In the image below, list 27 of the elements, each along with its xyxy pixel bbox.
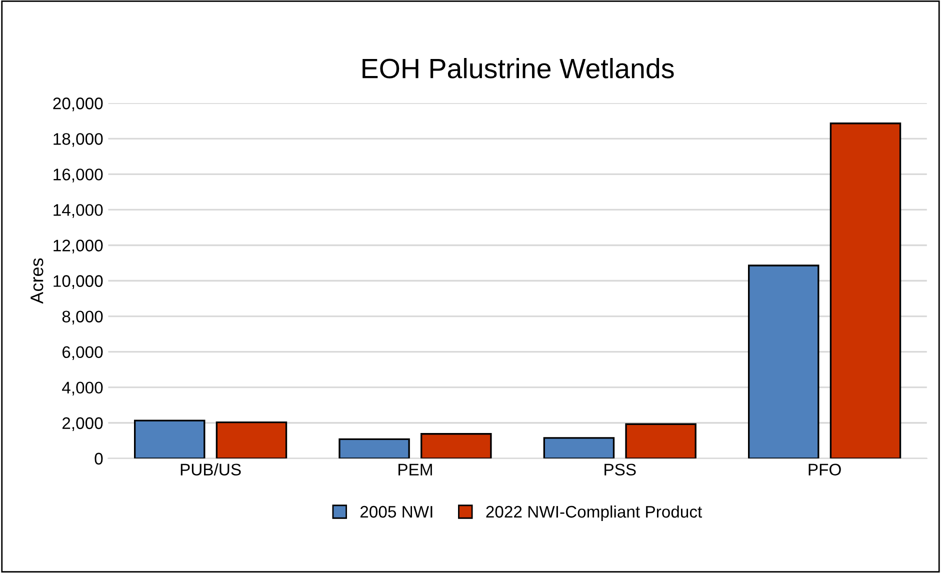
legend-label: 2022 NWI-Compliant Product — [486, 505, 702, 521]
y-tick-label: 18,000 — [54, 133, 103, 147]
y-tick-label: 10,000 — [54, 275, 103, 289]
bar — [748, 264, 820, 458]
bar — [830, 122, 902, 458]
bar — [134, 420, 206, 458]
y-tick-label: 12,000 — [54, 240, 103, 254]
y-tick-label: 0 — [94, 452, 103, 465]
bar — [216, 422, 288, 458]
y-axis-title: Acres — [30, 258, 44, 304]
x-tick-label: PUB/US — [180, 463, 241, 476]
y-tick-label: 16,000 — [54, 168, 103, 182]
bar — [338, 438, 410, 458]
y-tick-label: 8,000 — [62, 310, 103, 324]
bar — [420, 433, 492, 458]
x-tick-label: PSS — [604, 464, 636, 476]
legend-label: 2005 NWI — [360, 506, 432, 518]
y-tick-label: 4,000 — [62, 382, 103, 396]
bar — [543, 437, 615, 458]
x-tick-label: PEM — [398, 464, 432, 476]
x-tick-label: PFO — [808, 464, 841, 476]
chart-title: EOH Palustrine Wetlands — [362, 58, 674, 78]
y-tick-label: 2,000 — [62, 417, 103, 432]
y-tick-label: 20,000 — [53, 98, 103, 112]
bar — [625, 423, 696, 458]
y-tick-label: 6,000 — [62, 346, 103, 360]
y-tick-label: 14,000 — [54, 204, 103, 218]
